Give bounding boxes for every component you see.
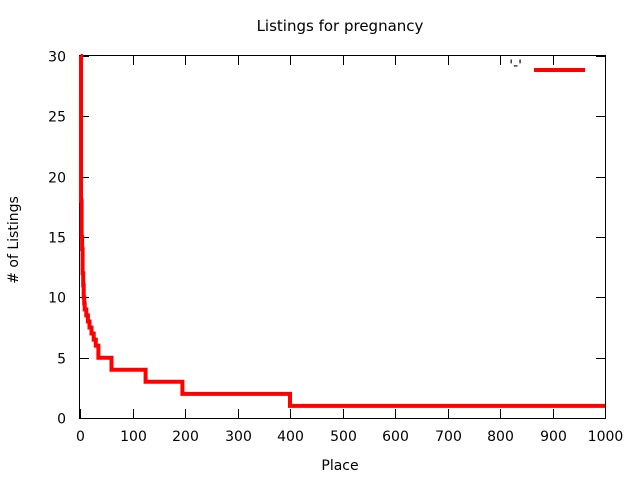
legend-label: '-' bbox=[509, 58, 522, 74]
y-tick-label: 5 bbox=[57, 352, 66, 368]
x-tick-label: 0 bbox=[76, 429, 85, 445]
y-tick-label: 30 bbox=[48, 50, 66, 66]
y-tick-label: 20 bbox=[48, 171, 66, 187]
y-axis-label: # of Listings bbox=[6, 196, 22, 284]
x-axis-label: Place bbox=[321, 458, 358, 474]
series-line bbox=[79, 54, 605, 408]
x-tick-label: 1000 bbox=[588, 429, 624, 445]
x-tick-label: 800 bbox=[487, 429, 514, 445]
plot-frame bbox=[79, 55, 606, 419]
x-tick-label: 200 bbox=[172, 429, 199, 445]
x-axis: 0 100 200 300 400 500 600 700 800 900 1000 bbox=[76, 56, 623, 445]
x-tick-label: 400 bbox=[277, 429, 304, 445]
x-tick-label: 700 bbox=[435, 429, 462, 445]
legend: '-' bbox=[509, 58, 585, 74]
y-tick-label: 15 bbox=[48, 231, 66, 247]
x-tick-label: 100 bbox=[120, 429, 147, 445]
x-tick-label: 500 bbox=[330, 429, 357, 445]
x-tick-label: 900 bbox=[540, 429, 567, 445]
y-tick-label: 0 bbox=[57, 412, 66, 428]
x-tick-label: 600 bbox=[382, 429, 409, 445]
y-tick-label: 10 bbox=[48, 291, 66, 307]
x-tick-label: 300 bbox=[225, 429, 252, 445]
chart-title: Listings for pregnancy bbox=[257, 17, 424, 35]
y-tick-label: 25 bbox=[48, 110, 66, 126]
